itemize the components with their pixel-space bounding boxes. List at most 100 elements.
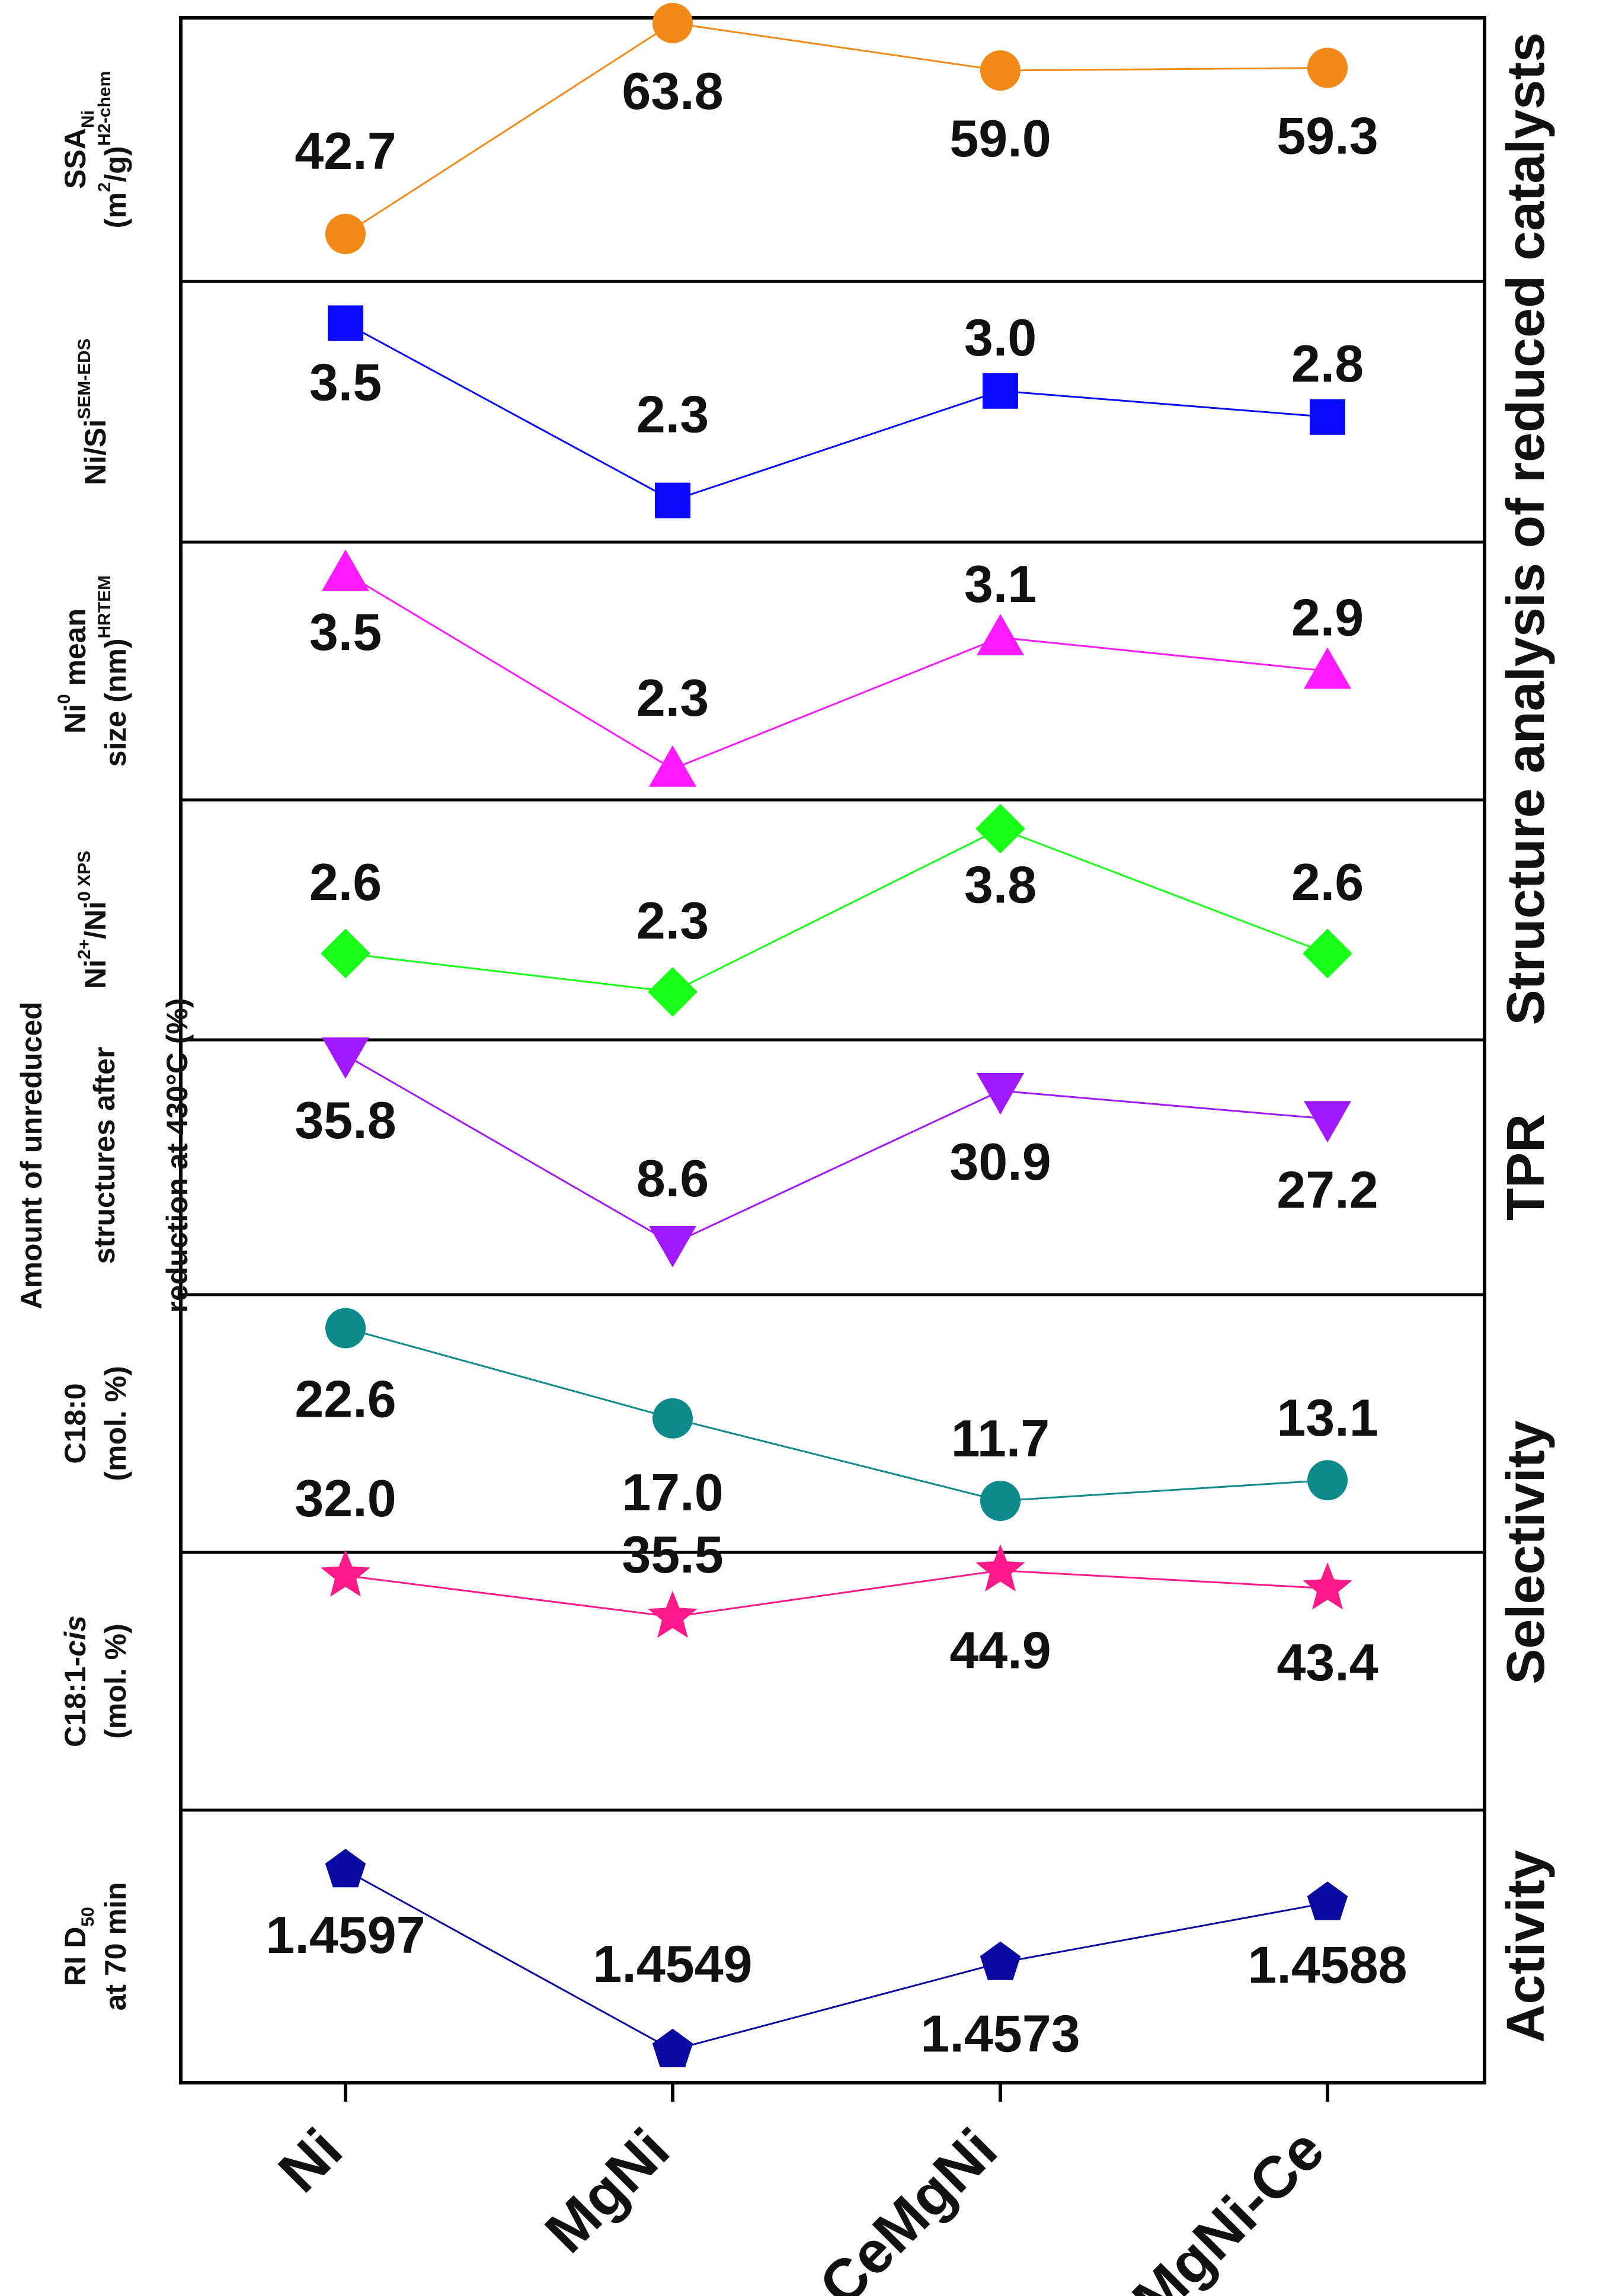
y-axis-label: Ni/SiSEM-EDS​ [75,338,112,485]
y-axis-label: structures after [88,1047,121,1264]
panel-tpr: 35.8 8.6 30.9 27.2 [295,1037,1378,1267]
group-label: Selectivity [1496,1420,1556,1684]
data-label: 3.1 [964,555,1037,613]
data-point [975,1544,1025,1591]
data-point [1304,647,1351,689]
data-label: 1.4597 [265,1906,425,1964]
data-label: 2.6 [309,853,382,911]
x-tick-label: Ni [266,2116,355,2205]
data-label: 30.9 [949,1132,1051,1191]
panel-ssa: 42.7 63.8 59.0 59.3 [295,2,1378,254]
x-tick-label: MgNi [533,2116,682,2265]
group-label: Activity [1496,1850,1556,2042]
data-point [980,50,1021,91]
data-point [977,1073,1024,1115]
data-label: 22.6 [295,1370,396,1429]
y-axis-label: C18:1-cis [59,1615,92,1747]
series-line [345,22,1328,235]
data-label: 13.1 [1277,1388,1378,1447]
x-tick-label: MgNi-Ce [1120,2116,1337,2296]
series-line [345,322,1328,502]
group-label: Structure analysis of reduced catalysts [1496,33,1556,1026]
data-point [1307,1881,1348,1920]
data-label: 2.3 [636,891,709,950]
data-label: 2.3 [636,668,709,727]
y-axis-label: RI D50​ [59,1907,98,1986]
data-point [322,549,369,591]
data-label: 35.5 [622,1525,723,1584]
series-line [345,1327,1328,1502]
y-axis-label: (m2​/g)H2-chem​ [95,71,132,229]
data-point [1303,928,1352,979]
y-axis-label: Amount of unreduced [15,1001,48,1309]
data-point [321,1549,370,1597]
data-label: 3.5 [309,603,382,661]
data-point [649,745,696,787]
data-point [983,373,1018,409]
data-label: 59.0 [949,109,1051,168]
data-point [649,1226,696,1267]
series-line [345,1869,1328,2051]
data-point [652,2,693,43]
data-point [321,928,370,979]
series-line [345,1054,1328,1245]
series-line [345,827,1328,993]
y-axis-label: C18:0 [59,1383,92,1464]
data-point [1307,47,1348,88]
series-line [345,572,1328,770]
data-label: 3.5 [309,353,382,411]
plot-frame [179,16,1486,2084]
data-point [652,2028,693,2067]
data-point [648,1590,698,1638]
data-label: 2.3 [636,385,709,444]
data-label: 2.9 [1291,588,1364,647]
series-line [345,1569,1328,1618]
data-point [1304,1101,1351,1143]
y-axis-label: size (nm)HRTEM​ [95,575,132,767]
data-label: 1.4588 [1247,1935,1407,1994]
panel-c180: 22.6 17.0 11.7 13.1 [295,1308,1378,1522]
data-point [328,305,363,341]
data-label: 35.8 [295,1091,396,1149]
panel-ri: 1.4597 1.4549 1.4573 1.4588 [265,1849,1408,2067]
data-point [322,1037,369,1079]
data-point [1307,1460,1348,1501]
data-point [652,1398,693,1439]
panel-xps: 2.6 2.3 3.8 2.6 [309,803,1364,1017]
y-axis-label: at 70 min [99,1882,132,2011]
y-axis-label: SSANi​ [59,110,98,189]
data-label: 17.0 [622,1463,723,1522]
y-axis-label: reduction at 430°C (%) [161,998,194,1312]
data-label: 1.4549 [593,1935,752,1993]
y-axis-label: (mol. %) [99,1623,132,1738]
data-label: 3.8 [964,856,1037,914]
panel-c181: 32.0 35.5 44.9 43.4 [295,1469,1378,1692]
data-point [655,482,690,518]
data-point [980,1941,1021,1980]
data-label: 2.6 [1291,853,1364,911]
data-point [1310,399,1345,435]
data-label: 1.4573 [920,2004,1080,2063]
data-label: 59.3 [1277,107,1378,165]
panel-nisi: 3.5 2.3 3.0 2.8 [309,305,1364,518]
data-label: 32.0 [295,1469,396,1528]
data-point [325,1849,366,1888]
data-label: 44.9 [949,1621,1051,1679]
data-point [977,613,1024,655]
data-label: 3.0 [964,308,1037,367]
data-label: 42.7 [295,121,396,180]
data-point [980,1481,1021,1521]
x-tick-label: CeMgNi [807,2116,1009,2296]
data-point [975,803,1025,854]
data-point [325,1308,366,1349]
data-point [648,967,698,1017]
data-label: 11.7 [951,1409,1050,1468]
data-label: 63.8 [622,62,723,120]
panel-size: 3.5 2.3 3.1 2.9 [309,549,1364,787]
group-label: TPR [1496,1114,1556,1221]
y-axis-label: (mol. %) [99,1366,132,1481]
y-axis-label: Ni2+​/Ni0 XPS​ [75,851,112,989]
data-point [325,213,366,254]
data-label: 27.2 [1277,1160,1378,1219]
